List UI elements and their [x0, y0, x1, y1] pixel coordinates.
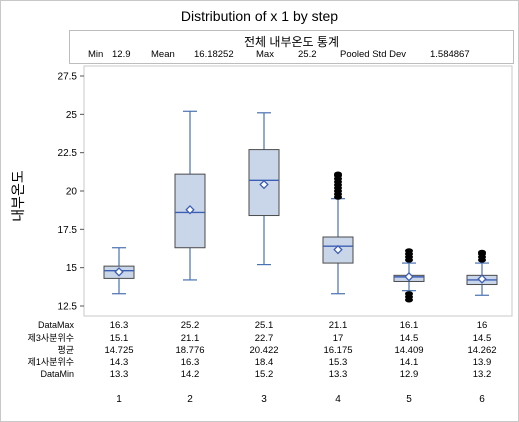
table-cell: 14.5 — [473, 333, 492, 344]
table-cell: 13.9 — [473, 357, 492, 368]
table-row-label: DataMin — [40, 369, 74, 379]
table-cell: 17 — [333, 333, 344, 344]
stat-mean-value: 16.18252 — [194, 49, 234, 60]
table-cell: 14.409 — [394, 345, 423, 356]
outlier-point — [405, 297, 413, 303]
outlier-point — [405, 248, 413, 254]
table-cell: 15.1 — [110, 333, 129, 344]
stat-mean-label: Mean — [151, 49, 175, 60]
table-cell: 13.2 — [473, 369, 492, 380]
table-cell: 15.2 — [255, 369, 274, 380]
table-cell: 14.2 — [181, 369, 200, 380]
y-tick-label: 15 — [66, 263, 78, 274]
x-tick-label: 1 — [116, 394, 122, 405]
table-cell: 25.1 — [255, 320, 274, 331]
table-cell: 16.3 — [181, 357, 200, 368]
table-cell: 12.9 — [400, 369, 419, 380]
mean-marker — [185, 205, 195, 215]
mean-marker — [259, 179, 269, 190]
table-cell: 18.776 — [175, 345, 204, 356]
plot-area — [83, 65, 513, 317]
mean-marker — [333, 244, 343, 255]
table-cell: 16.1 — [400, 320, 419, 331]
y-tick-label: 12.5 — [58, 302, 78, 313]
outlier-point — [478, 249, 486, 255]
y-tick-label: 27.5 — [58, 72, 78, 83]
table-cell: 14.3 — [110, 357, 129, 368]
table-cell: 18.4 — [255, 357, 274, 368]
summary-stats-title: 전체 내부온도 통계 — [244, 35, 339, 49]
stat-max-label: Max — [256, 49, 274, 60]
mean-marker — [477, 274, 487, 284]
table-cell: 14.5 — [400, 333, 419, 344]
outlier-point — [334, 171, 342, 177]
table-cell: 13.3 — [110, 369, 129, 380]
stat-min-value: 12.9 — [112, 49, 131, 60]
table-cell: 22.7 — [255, 333, 274, 344]
table-row-label: 제1사분위수 — [28, 357, 74, 367]
table-row-label: 제3사분위수 — [28, 333, 74, 343]
table-cell: 14.262 — [467, 345, 496, 356]
table-cell: 14.725 — [104, 345, 133, 356]
table-cell: 25.2 — [181, 320, 200, 331]
stat-max-value: 25.2 — [298, 49, 317, 60]
x-tick-label: 2 — [187, 394, 193, 405]
y-tick-label: 25 — [66, 110, 78, 121]
table-cell: 14.1 — [400, 357, 419, 368]
y-tick-label: 22.5 — [58, 148, 78, 159]
stat-pooled-sd-label: Pooled Std Dev — [340, 49, 407, 60]
chart-title: Distribution of x 1 by step — [180, 8, 339, 24]
table-cell: 16.3 — [110, 320, 129, 331]
x-tick-label: 5 — [406, 394, 412, 405]
mean-marker — [404, 272, 414, 282]
table-row-label: DataMax — [38, 320, 75, 330]
stat-min-label: Min — [88, 49, 104, 60]
table-cell: 16.175 — [323, 345, 352, 356]
table-cell: 21.1 — [329, 320, 348, 331]
table-cell: 16 — [477, 320, 488, 331]
summary-stats-box: 전체 내부온도 통계 Min 12.9 Mean 16.18252 Max 25… — [69, 30, 514, 64]
stat-pooled-sd-value: 1.584867 — [430, 49, 470, 60]
table-cell: 15.3 — [329, 357, 348, 368]
table-row-label: 평균 — [57, 345, 74, 355]
x-tick-label: 6 — [479, 394, 485, 405]
y-tick-label: 17.5 — [58, 225, 78, 236]
table-cell: 20.422 — [249, 345, 278, 356]
mean-marker — [114, 267, 124, 277]
x-tick-label: 3 — [261, 394, 267, 405]
table-cell: 13.3 — [329, 369, 348, 380]
table-cell: 21.1 — [181, 333, 200, 344]
y-tick-label: 20 — [66, 187, 78, 198]
x-tick-label: 4 — [335, 394, 341, 405]
